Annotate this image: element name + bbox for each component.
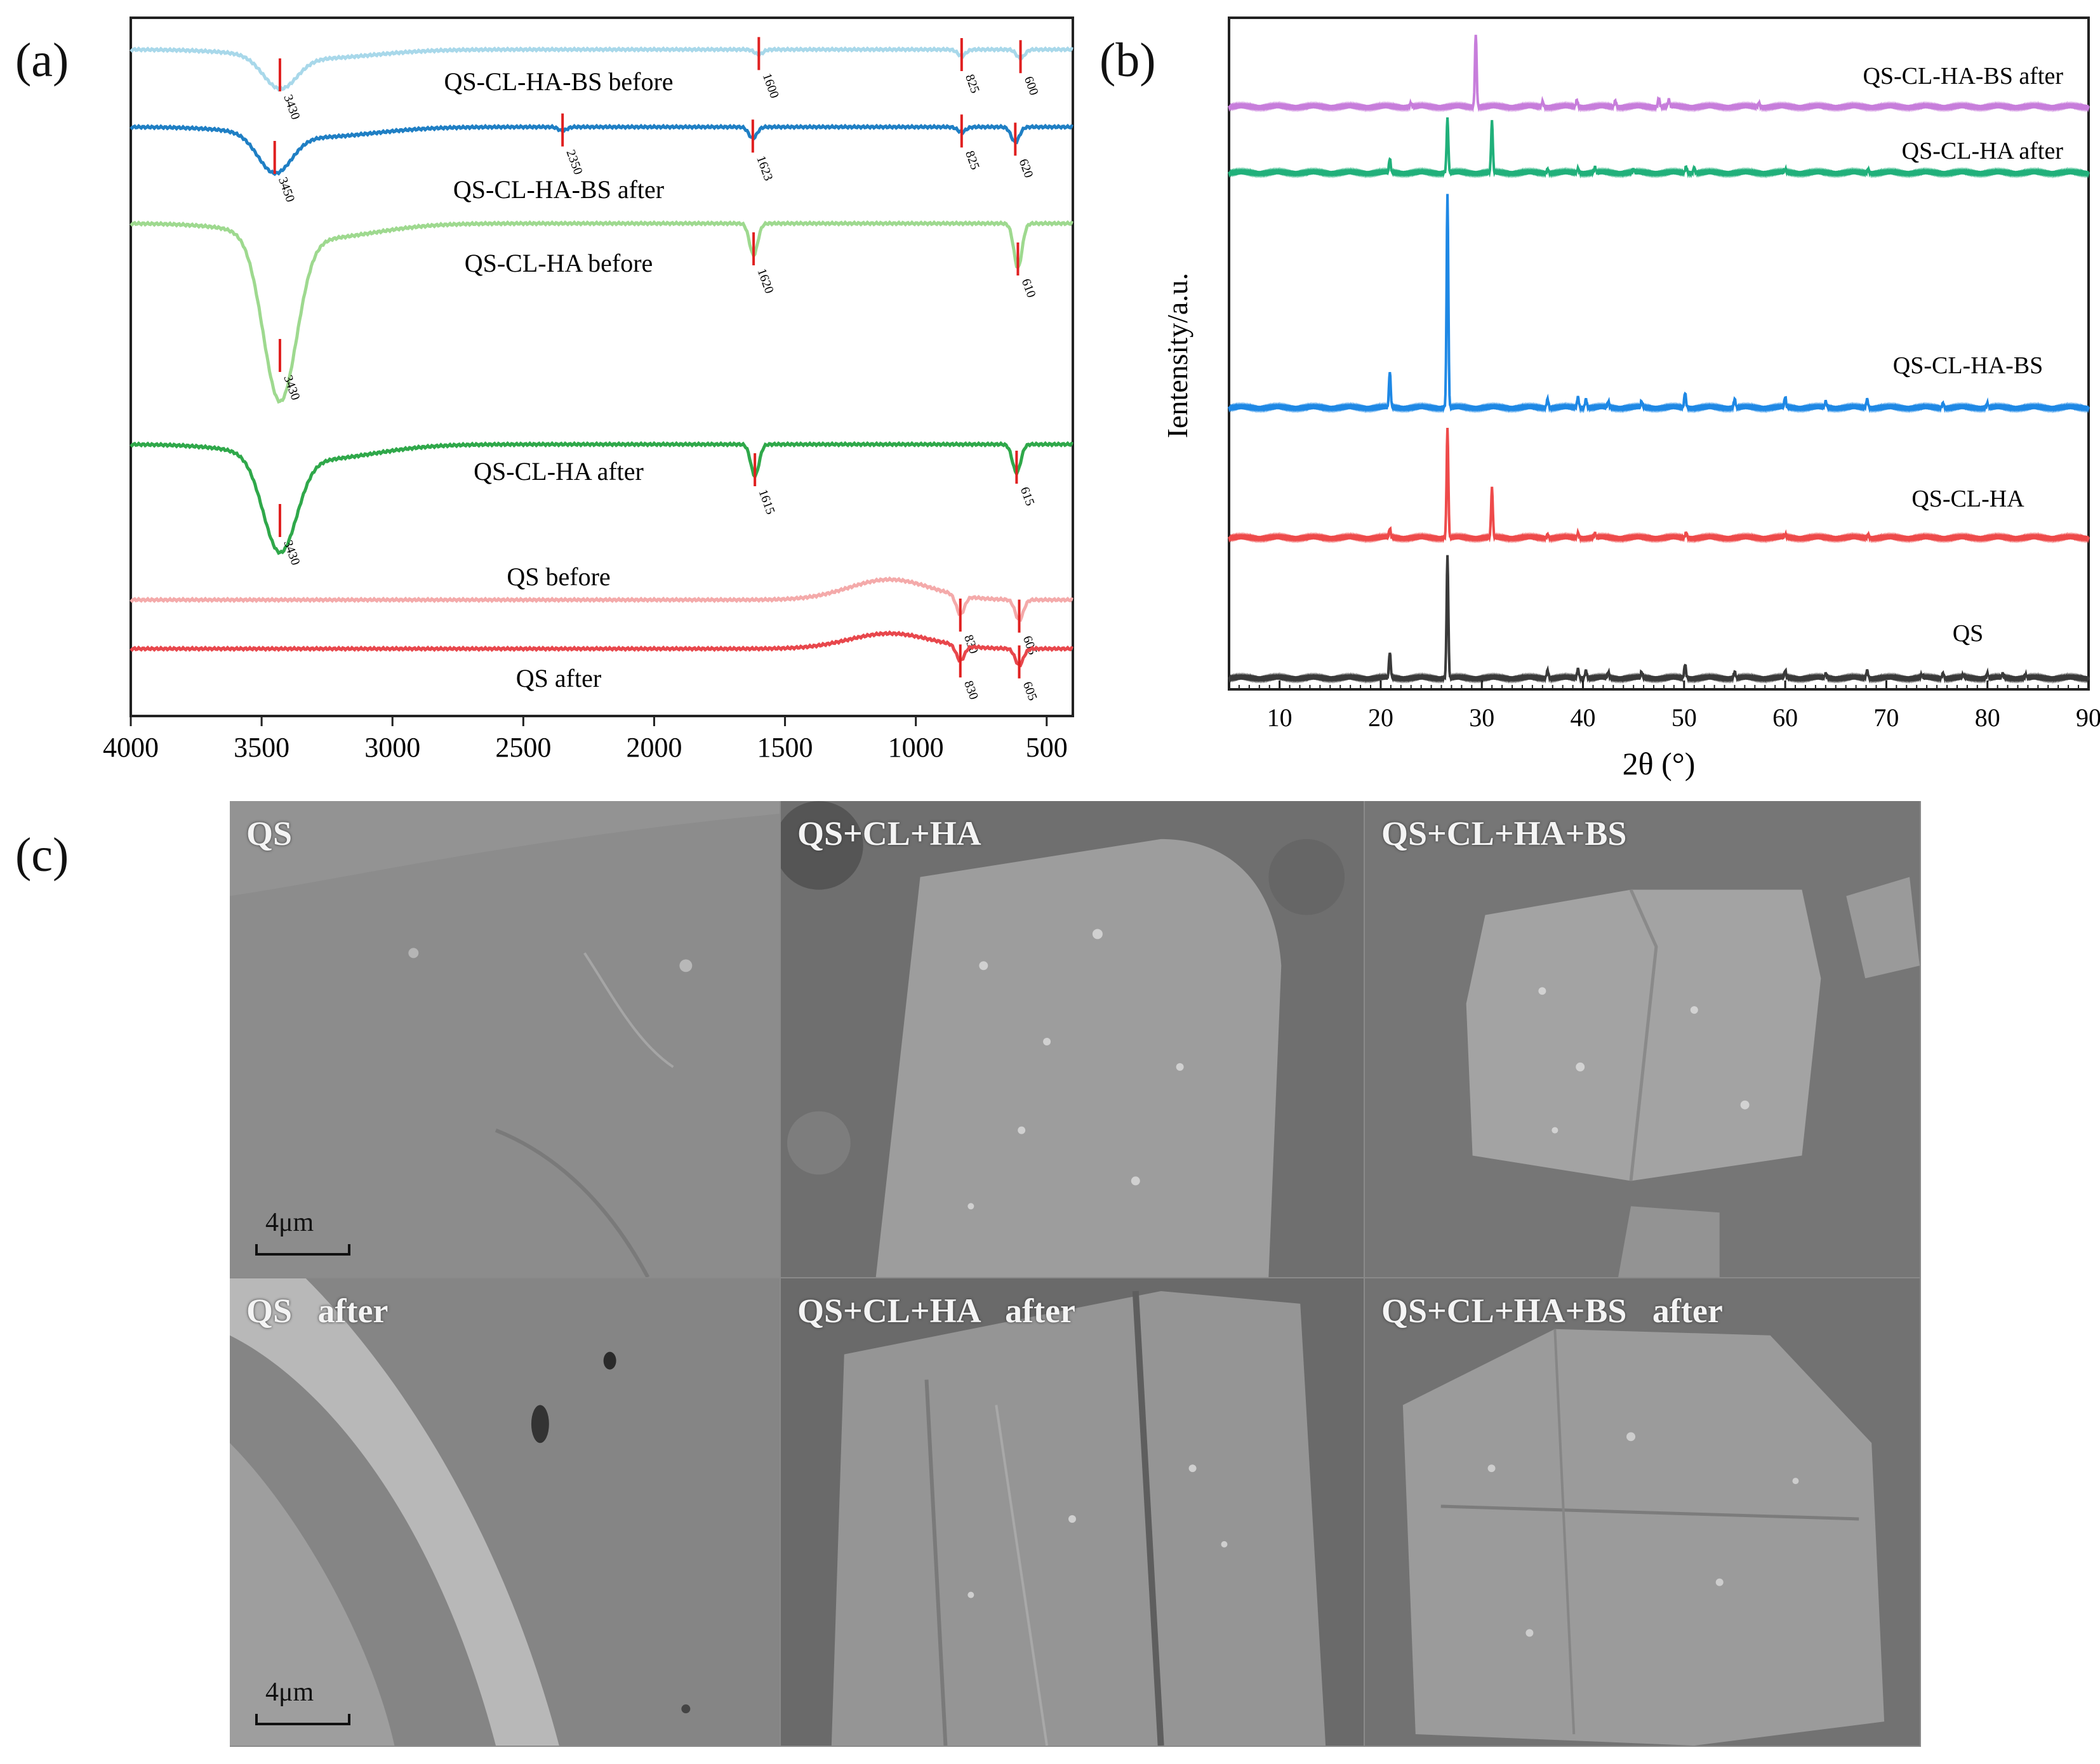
scale-bar-label: 4μm: [265, 1678, 314, 1707]
sem-texture: [1365, 801, 1920, 1277]
ftir-series-line: [130, 220, 1073, 404]
panel-label-c: (c): [15, 828, 69, 882]
ftir-x-tick-label: 2500: [495, 732, 551, 763]
panel-label-a: (a): [15, 34, 69, 87]
ftir-x-tick-label: 500: [1026, 732, 1068, 763]
ftir-peak-label: 1600: [760, 72, 781, 100]
xrd-plot-frame: [1228, 17, 2090, 691]
xrd-x-tick-label: 20: [1368, 703, 1393, 732]
sem-label: QS+CL+HA+BS: [1381, 814, 1627, 852]
sem-image-qs-cl-ha-bs: QS+CL+HA+BS: [1365, 801, 1921, 1278]
sem-image-grid: QS 4μm QS+CL+HA QS+CL+HA+BS: [230, 801, 1921, 1747]
ftir-x-tick-label: 1000: [888, 732, 944, 763]
ftir-peak-label: 1615: [755, 487, 777, 516]
xrd-series-line: [1228, 117, 2090, 179]
ftir-series-line: [130, 630, 1073, 668]
scale-bar: [255, 1244, 350, 1256]
ftir-series-line: [130, 441, 1073, 555]
ftir-peak-label: 1623: [754, 154, 775, 183]
ftir-peak-label: 600: [1021, 74, 1041, 97]
xrd-x-tick-label: 80: [1975, 703, 2000, 732]
sem-image-qs-cl-ha-after: QS+CL+HA after: [781, 1278, 1365, 1747]
sem-texture: [781, 801, 1364, 1277]
xrd-series-line: [1228, 427, 2090, 544]
sem-label: QS after: [246, 1292, 389, 1330]
ftir-x-tick-label: 3500: [234, 732, 289, 763]
xrd-series-line: [1228, 194, 2090, 414]
xrd-x-tick-label: 40: [1571, 703, 1596, 732]
xrd-x-tick-label: 10: [1267, 703, 1293, 732]
ftir-peak-label: 620: [1016, 157, 1036, 180]
ftir-chart: 3430 1600 825 600 QS-CL-HA-BS before 3450 2350…: [103, 17, 1074, 763]
ftir-peak-label: 605: [1020, 680, 1040, 703]
ftir-peak-label: 3430: [281, 93, 302, 121]
sem-texture: [1365, 1278, 1920, 1746]
sem-texture: [230, 1278, 780, 1746]
xrd-series-name: QS-CL-HA-BS after: [1863, 63, 2063, 90]
xrd-series-name: QS-CL-HA-BS: [1893, 352, 2043, 379]
ftir-x-tick-label: 3000: [364, 732, 420, 763]
xrd-series-name: QS-CL-HA: [1911, 486, 2024, 512]
xrd-x-tick-label: 90: [2076, 703, 2100, 732]
ftir-series-name: QS after: [516, 664, 601, 693]
xrd-x-tick-label: 70: [1873, 703, 1899, 732]
ftir-peak-label: 830: [961, 679, 981, 701]
ftir-peak-label: 605: [1020, 634, 1040, 657]
ftir-series-line: [130, 46, 1073, 92]
xrd-series-name: QS: [1953, 620, 1984, 647]
ftir-series-line: [130, 576, 1073, 622]
xrd-x-tick-label: 60: [1772, 703, 1798, 732]
ftir-peak-label: 825: [962, 72, 982, 95]
xrd-series-line: [1228, 555, 2090, 684]
ftir-x-tick-label: 1500: [757, 732, 813, 763]
ftir-series-name: QS before: [507, 562, 610, 591]
ftir-peak-label: 825: [962, 149, 982, 172]
ftir-series-name: QS-CL-HA-BS before: [444, 67, 673, 96]
ftir-peak-label: 1620: [754, 267, 776, 295]
ftir-peak-label: 2350: [563, 148, 585, 176]
ftir-peak-label: 615: [1018, 485, 1037, 508]
sem-label: QS+CL+HA+BS after: [1381, 1292, 1723, 1330]
ftir-peak-label: 3450: [276, 175, 297, 204]
ftir-series-name: QS-CL-HA-BS after: [453, 175, 664, 204]
ftir-series-line: [130, 123, 1073, 176]
sem-image-qs-after: QS after 4μm: [230, 1278, 781, 1747]
sem-image-qs-cl-ha: QS+CL+HA: [781, 801, 1365, 1278]
panel-label-b: (b): [1100, 34, 1156, 87]
xrd-y-axis-label: Ientensity/a.u.: [1161, 273, 1193, 439]
sem-texture: [230, 801, 780, 1277]
ftir-x-tick-label: 2000: [626, 732, 682, 763]
xrd-x-tick-label: 50: [1671, 703, 1697, 732]
sem-label: QS+CL+HA after: [797, 1292, 1076, 1330]
xrd-x-tick-label: 30: [1469, 703, 1494, 732]
scale-bar: [255, 1714, 350, 1725]
sem-texture: [781, 1278, 1364, 1746]
sem-image-qs: QS 4μm: [230, 801, 781, 1278]
xrd-chart: QS-CL-HA-BS after QS-CL-HA after QS-CL-HA-…: [1161, 17, 2100, 781]
sem-label: QS: [246, 814, 293, 852]
ftir-series-name: QS-CL-HA after: [474, 457, 644, 486]
xrd-series-line: [1228, 34, 2090, 113]
ftir-x-tick-label: 4000: [103, 732, 159, 763]
scale-bar-label: 4μm: [265, 1208, 314, 1237]
xrd-series-name: QS-CL-HA after: [1902, 138, 2064, 164]
sem-label: QS+CL+HA: [797, 814, 981, 852]
sem-image-qs-cl-ha-bs-after: QS+CL+HA+BS after: [1365, 1278, 1921, 1747]
xrd-x-axis-label: 2θ (°): [1623, 746, 1696, 781]
ftir-peak-label: 610: [1019, 277, 1039, 300]
ftir-series-name: QS-CL-HA before: [465, 249, 653, 277]
ftir-plot-frame: [130, 17, 1074, 717]
